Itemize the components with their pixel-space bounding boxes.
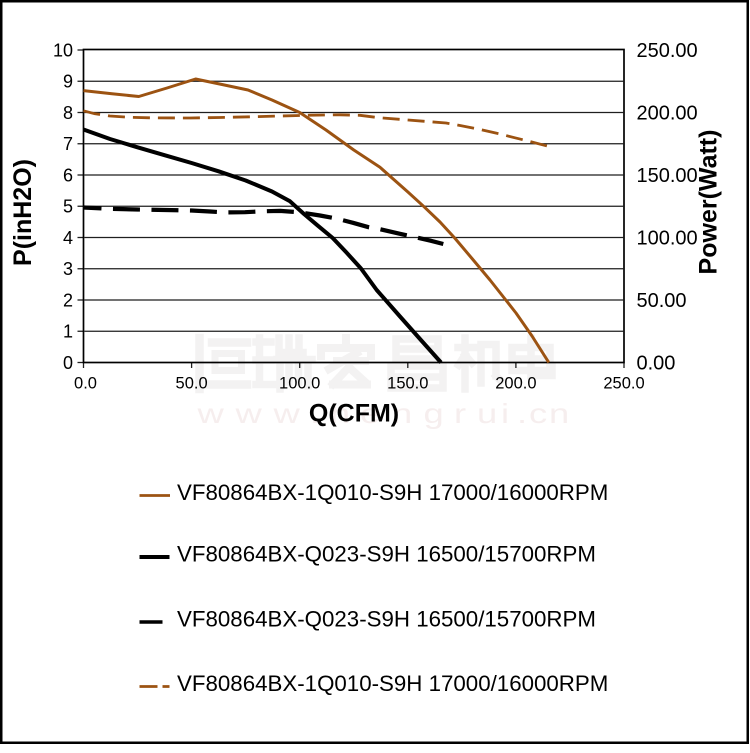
- svg-text:200.00: 200.00: [637, 103, 698, 125]
- svg-text:200.0: 200.0: [495, 375, 536, 393]
- svg-text:50.00: 50.00: [637, 290, 687, 312]
- svg-text:0.00: 0.00: [637, 353, 676, 375]
- svg-text:9: 9: [63, 72, 73, 92]
- svg-text:VF80864BX-1Q010-S9H 17000/1600: VF80864BX-1Q010-S9H 17000/16000RPM: [177, 480, 608, 505]
- svg-text:w: w: [196, 398, 224, 429]
- svg-text:250.0: 250.0: [603, 375, 644, 393]
- svg-text:u: u: [477, 398, 497, 429]
- svg-text:Power(Watt): Power(Watt): [695, 130, 723, 275]
- svg-text:.: .: [310, 398, 320, 429]
- svg-text:0.0: 0.0: [74, 375, 97, 393]
- svg-text:e: e: [360, 398, 380, 429]
- svg-text:100.00: 100.00: [637, 228, 698, 250]
- svg-text:50.0: 50.0: [176, 375, 208, 393]
- svg-text:6: 6: [63, 165, 73, 185]
- svg-text:5: 5: [63, 197, 73, 217]
- svg-text:n: n: [549, 398, 569, 429]
- svg-text:7: 7: [63, 134, 73, 154]
- svg-text:1: 1: [63, 322, 73, 342]
- svg-text:0: 0: [63, 353, 73, 373]
- svg-text:VF80864BX-1Q010-S9H 17000/1600: VF80864BX-1Q010-S9H 17000/16000RPM: [177, 671, 608, 696]
- svg-text:VF80864BX-Q023-S9H 16500/15700: VF80864BX-Q023-S9H 16500/15700RPM: [177, 542, 596, 567]
- svg-text:VF80864BX-Q023-S9H 16500/15700: VF80864BX-Q023-S9H 16500/15700RPM: [177, 607, 596, 632]
- svg-text:150.00: 150.00: [637, 165, 698, 187]
- svg-text:250.00: 250.00: [637, 40, 698, 62]
- svg-text:w: w: [234, 398, 262, 429]
- svg-text:g: g: [424, 398, 444, 429]
- svg-text:Q(CFM): Q(CFM): [309, 400, 399, 428]
- svg-text:3: 3: [63, 259, 73, 279]
- svg-text:2: 2: [63, 290, 73, 310]
- svg-text:150.0: 150.0: [387, 375, 428, 393]
- svg-text:h: h: [330, 398, 350, 429]
- svg-text:r: r: [454, 398, 466, 429]
- svg-text:4: 4: [63, 228, 73, 248]
- svg-text:.: .: [517, 398, 527, 429]
- svg-text:c: c: [529, 398, 547, 429]
- svg-text:n: n: [392, 398, 412, 429]
- svg-text:w: w: [272, 398, 300, 429]
- svg-text:100.0: 100.0: [279, 375, 320, 393]
- svg-text:10: 10: [53, 40, 73, 60]
- svg-text:P(inH2O): P(inH2O): [9, 159, 37, 266]
- svg-text:8: 8: [63, 103, 73, 123]
- svg-text:i: i: [501, 398, 509, 429]
